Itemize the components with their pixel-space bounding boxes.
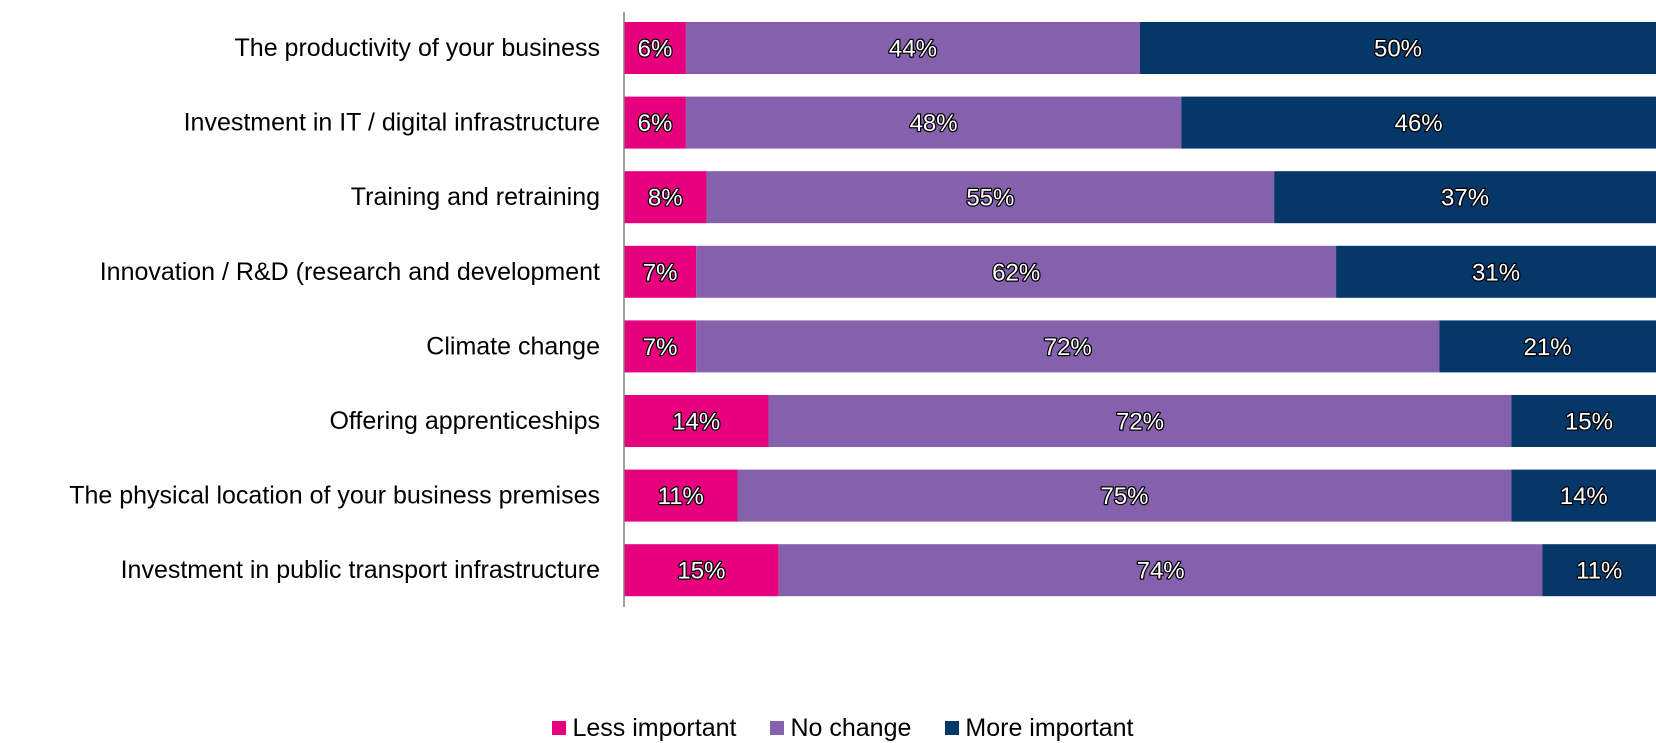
legend: Less important No change More important [0,713,1656,743]
data-label-more-important: 14% [1560,483,1608,510]
bar-segment-no-change [685,96,1182,149]
bar-segment-no-change [768,395,1512,447]
legend-swatch-more-important [945,721,960,735]
bar-segment-no-change [696,245,1337,298]
category-label: Investment in IT / digital infrastructur… [184,109,600,137]
category-label: Climate change [426,332,600,360]
category-label: Investment in public transport infrastru… [121,556,600,584]
bar-segment-less-important [624,171,707,224]
bar-segment-no-change [737,469,1512,522]
data-label-more-important: 21% [1524,334,1572,361]
category-label: Offering apprenticeships [329,407,600,435]
data-label-less-important: 7% [643,334,678,361]
bar-segment-more-important [1511,395,1656,447]
bar-segment-more-important [1140,22,1656,74]
data-label-more-important: 46% [1395,110,1443,137]
data-label-no-change: 44% [889,36,937,63]
category-label: Training and retraining [351,183,600,211]
bar-segment-less-important [624,245,697,298]
legend-item-more-important: More important [945,713,1134,743]
stacked-bar-chart: 6% 44% 50% 6% 48% 46% 8% 55% 37% 7% 62% 31% 7% 72% 21%… [69,12,1656,607]
bar-segment-no-change [778,544,1543,597]
legend-item-less-important: Less important [552,713,736,743]
data-label-less-important: 11% [658,483,704,510]
legend-label-less-important: Less important [572,714,737,742]
data-label-more-important: 11% [1576,558,1622,585]
data-label-more-important: 31% [1472,259,1520,286]
data-label-no-change: 62% [992,259,1040,286]
bar-segment-less-important [624,22,686,74]
bar-segment-no-change [696,320,1440,373]
bar-segment-less-important [624,544,779,597]
data-label-less-important: 6% [638,36,673,63]
legend-label-no-change: No change [790,714,912,742]
category-label: The physical location of your business p… [69,482,600,510]
bar-segment-more-important [1511,469,1656,522]
data-label-no-change: 48% [910,110,958,137]
data-label-no-change: 72% [1116,409,1164,436]
bar-segment-no-change [685,22,1140,74]
bar-segment-more-important [1336,245,1656,298]
bar-segment-less-important [624,320,697,373]
bar-segment-less-important [624,96,686,149]
data-label-less-important: 15% [677,558,725,585]
legend-swatch-no-change [770,721,785,735]
data-label-no-change: 72% [1044,334,1092,361]
bar-segment-more-important [1274,171,1656,224]
bar-segment-no-change [706,171,1275,224]
data-label-less-important: 8% [648,185,683,212]
category-axis-labels: The productivity of your business Investm… [69,34,600,584]
data-label-no-change: 75% [1100,483,1148,510]
legend-label-more-important: More important [965,714,1134,742]
plot-area: 6% 44% 50% 6% 48% 46% 8% 55% 37% 7% 62% 31% 7% 72% 21%… [624,22,1656,597]
category-label: The productivity of your business [235,34,600,62]
data-label-less-important: 6% [638,110,673,137]
bar-segment-more-important [1181,96,1656,149]
legend-item-no-change: No change [770,713,911,743]
data-label-more-important: 15% [1565,409,1613,436]
category-label: Innovation / R&D (research and developme… [100,258,600,286]
bar-segment-more-important [1439,320,1656,373]
data-label-no-change: 55% [966,185,1014,212]
data-label-no-change: 74% [1137,558,1185,585]
data-label-less-important: 7% [643,259,678,286]
bar-segment-less-important [624,469,738,522]
bar-segment-more-important [1542,544,1656,597]
data-label-less-important: 14% [672,409,720,436]
bar-segment-less-important [624,395,769,447]
legend-swatch-less-important [552,721,567,735]
data-label-more-important: 37% [1441,185,1489,212]
data-label-more-important: 50% [1374,36,1422,63]
